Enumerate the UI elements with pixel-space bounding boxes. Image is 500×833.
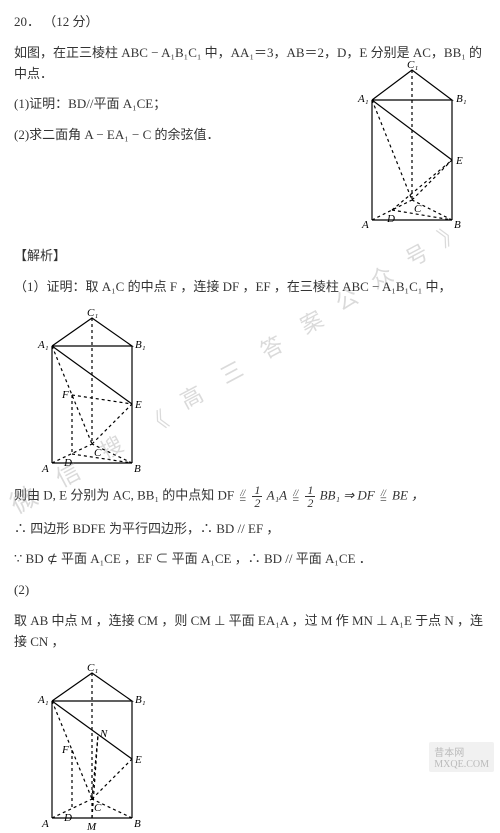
lbl-A: A (361, 219, 369, 231)
txt-BB1: BB₁ ⇒ DF (320, 487, 375, 502)
part1-concl: ∵ BD ⊄ 平面 A₁CE ，EF ⊂ 平面 A₁CE ，∴ BD // 平面… (14, 549, 486, 570)
frac-half-2: 12 (305, 484, 315, 509)
lblF-B: B (134, 463, 141, 475)
lbl-A1: A₁ (357, 93, 369, 105)
lblM-A: A (41, 818, 49, 830)
figure-prism-top: C₁ A₁ B₁ E A B C D (352, 60, 482, 240)
lblM-D: D (63, 812, 72, 824)
lbl-C: C (414, 203, 422, 215)
lblF-F: F (61, 389, 69, 401)
num: 20． (14, 14, 40, 29)
lblM-C: C (94, 802, 102, 814)
lblF-D: D (63, 457, 72, 469)
parallel-equal-icon-2: //= (292, 490, 299, 502)
frac-half-1: 12 (252, 484, 262, 509)
problem-number: 20． （12 分） (14, 12, 486, 33)
lblF-A1: A₁ (37, 339, 49, 351)
part2-line1: 取 AB 中点 M ，连接 CM ，则 CM ⊥ 平面 EA₁A ，过 M 作 … (14, 611, 486, 653)
lbl-C1: C₁ (407, 60, 418, 71)
lblM-A1: A₁ (37, 694, 49, 706)
lblM-B: B (134, 818, 141, 830)
txt-BE: BE ， (392, 487, 424, 502)
pts: （12 分） (43, 14, 98, 29)
lbl-E: E (455, 155, 463, 167)
lbl-B: B (454, 219, 461, 231)
lblM-F: F (61, 744, 69, 756)
txt-A1A: A₁A (267, 487, 287, 502)
lblM-B1: B₁ (135, 694, 146, 706)
figure-prism-MN: C₁ A₁ B₁ E F N A B C D M (34, 663, 486, 833)
lblF-E: E (134, 399, 142, 411)
part2-label: (2) (14, 580, 486, 601)
ded-prefix: 则由 D, E 分别为 AC, BB₁ 的中点知 DF (14, 487, 234, 502)
part1-lead: （1）证明：取 A₁C 的中点 F ，连接 DF ，EF ，在三棱柱 ABC −… (14, 277, 486, 298)
lblF-A: A (41, 463, 49, 475)
lbl-D: D (386, 213, 395, 225)
lblF-B1: B₁ (135, 339, 146, 351)
parallel-equal-icon: //= (239, 490, 246, 502)
lblM-M: M (86, 821, 97, 833)
part1-deduce: 则由 D, E 分别为 AC, BB₁ 的中点知 DF //= 12 A₁A /… (14, 484, 486, 509)
part1-para: ∴ 四边形 BDFE 为平行四边形，∴ BD // EF ， (14, 519, 486, 540)
lblM-N: N (99, 728, 108, 740)
lbl-B1: B₁ (456, 93, 467, 105)
lblM-C1: C₁ (87, 663, 98, 674)
lblF-C1: C₁ (87, 308, 98, 319)
figure-prism-F: C₁ A₁ B₁ E F A B C D (34, 308, 486, 478)
parallel-equal-icon-3: //= (380, 490, 387, 502)
analysis-label: 【解析】 (14, 246, 486, 267)
lblF-C: C (94, 447, 102, 459)
lblM-E: E (134, 754, 142, 766)
